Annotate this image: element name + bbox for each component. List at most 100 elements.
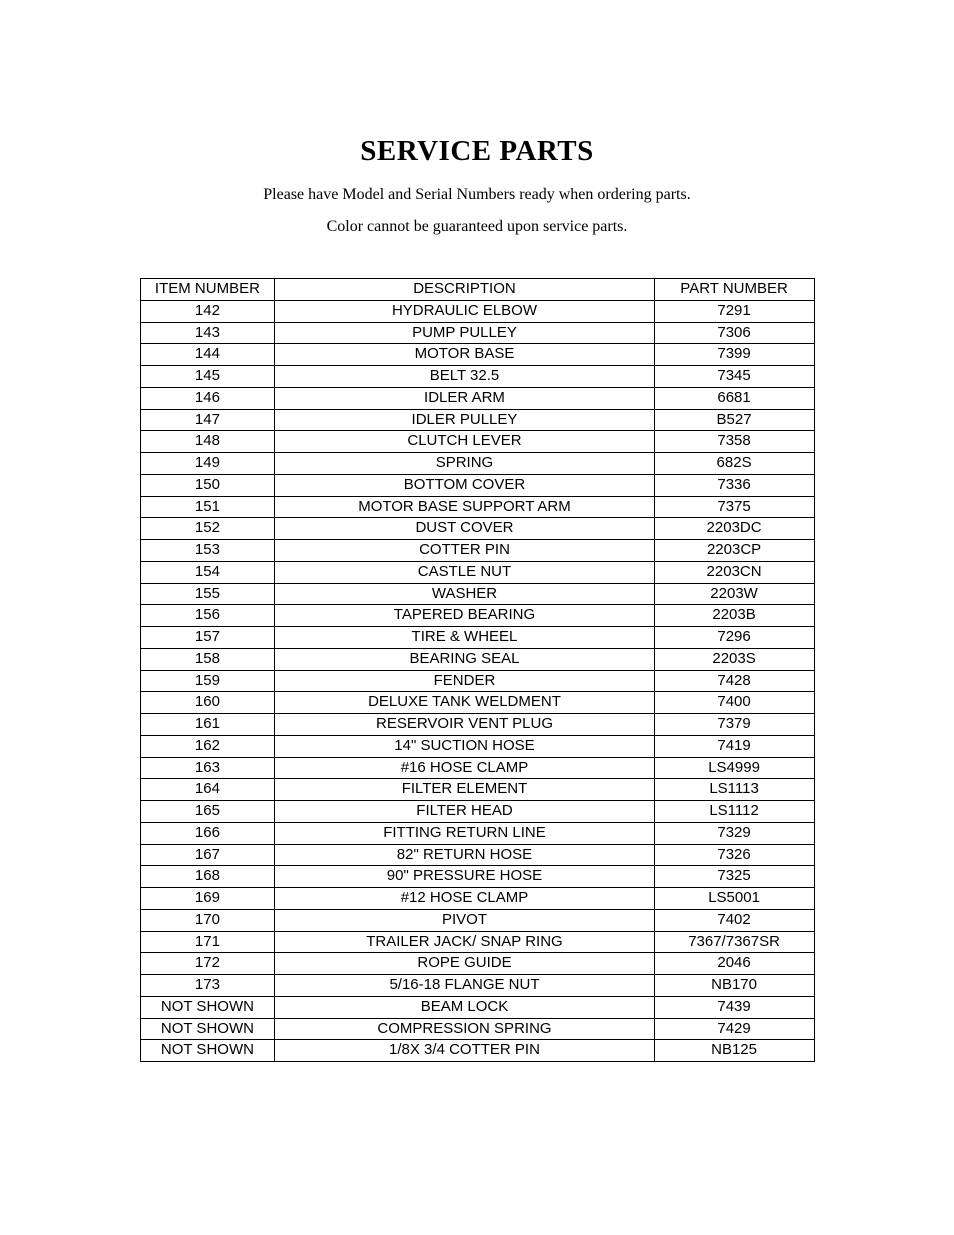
cell-description: BOTTOM COVER — [275, 474, 654, 496]
table-row: 147IDLER PULLEYB527 — [140, 409, 814, 431]
table-row: 16214" SUCTION HOSE7419 — [140, 735, 814, 757]
table-row: 142HYDRAULIC ELBOW7291 — [140, 300, 814, 322]
cell-item-number: 168 — [140, 866, 275, 888]
cell-item-number: 149 — [140, 453, 275, 475]
cell-item-number: 167 — [140, 844, 275, 866]
cell-item-number: 156 — [140, 605, 275, 627]
table-row: 16890" PRESSURE HOSE7325 — [140, 866, 814, 888]
cell-part-number: 2203S — [654, 648, 814, 670]
col-item-number: ITEM NUMBER — [140, 279, 275, 301]
parts-table-wrap: ITEM NUMBER DESCRIPTION PART NUMBER 142H… — [140, 278, 815, 1062]
table-header-row: ITEM NUMBER DESCRIPTION PART NUMBER — [140, 279, 814, 301]
cell-part-number: 2203W — [654, 583, 814, 605]
table-row: 160DELUXE TANK WELDMENT7400 — [140, 692, 814, 714]
cell-description: BELT 32.5 — [275, 366, 654, 388]
cell-part-number: 7358 — [654, 431, 814, 453]
table-row: 158BEARING SEAL2203S — [140, 648, 814, 670]
cell-item-number: 146 — [140, 387, 275, 409]
service-parts-page: SERVICE PARTS Please have Model and Seri… — [0, 0, 954, 1062]
cell-part-number: LS4999 — [654, 757, 814, 779]
table-row: 169#12 HOSE CLAMPLS5001 — [140, 888, 814, 910]
cell-description: SPRING — [275, 453, 654, 475]
cell-item-number: 160 — [140, 692, 275, 714]
cell-description: IDLER PULLEY — [275, 409, 654, 431]
cell-item-number: 148 — [140, 431, 275, 453]
cell-description: TIRE & WHEEL — [275, 627, 654, 649]
cell-description: 14" SUCTION HOSE — [275, 735, 654, 757]
cell-description: FITTING RETURN LINE — [275, 822, 654, 844]
cell-part-number: 7402 — [654, 909, 814, 931]
cell-description: MOTOR BASE — [275, 344, 654, 366]
cell-description: PIVOT — [275, 909, 654, 931]
table-row: 164FILTER ELEMENTLS1113 — [140, 779, 814, 801]
cell-part-number: 7336 — [654, 474, 814, 496]
cell-item-number: 147 — [140, 409, 275, 431]
cell-part-number: LS1112 — [654, 801, 814, 823]
cell-part-number: 7326 — [654, 844, 814, 866]
table-row: 163#16 HOSE CLAMPLS4999 — [140, 757, 814, 779]
cell-part-number: 2203B — [654, 605, 814, 627]
cell-item-number: 169 — [140, 888, 275, 910]
cell-item-number: 152 — [140, 518, 275, 540]
subtitle-line-2: Color cannot be guaranteed upon service … — [0, 218, 954, 236]
cell-item-number: 153 — [140, 540, 275, 562]
cell-part-number: 7429 — [654, 1018, 814, 1040]
table-row: 153COTTER PIN2203CP — [140, 540, 814, 562]
cell-item-number: 151 — [140, 496, 275, 518]
table-body: 142HYDRAULIC ELBOW7291143PUMP PULLEY7306… — [140, 300, 814, 1061]
cell-part-number: 7345 — [654, 366, 814, 388]
cell-item-number: 172 — [140, 953, 275, 975]
cell-part-number: 7375 — [654, 496, 814, 518]
cell-description: #16 HOSE CLAMP — [275, 757, 654, 779]
cell-description: MOTOR BASE SUPPORT ARM — [275, 496, 654, 518]
cell-description: FILTER ELEMENT — [275, 779, 654, 801]
cell-part-number: LS1113 — [654, 779, 814, 801]
cell-item-number: 159 — [140, 670, 275, 692]
cell-part-number: 7400 — [654, 692, 814, 714]
cell-item-number: NOT SHOWN — [140, 1018, 275, 1040]
cell-description: TAPERED BEARING — [275, 605, 654, 627]
table-row: 156TAPERED BEARING2203B — [140, 605, 814, 627]
cell-item-number: 143 — [140, 322, 275, 344]
table-row: 151MOTOR BASE SUPPORT ARM7375 — [140, 496, 814, 518]
cell-item-number: 145 — [140, 366, 275, 388]
cell-item-number: NOT SHOWN — [140, 996, 275, 1018]
cell-part-number: 7379 — [654, 714, 814, 736]
cell-description: DELUXE TANK WELDMENT — [275, 692, 654, 714]
table-row: 166FITTING RETURN LINE7329 — [140, 822, 814, 844]
cell-part-number: NB170 — [654, 975, 814, 997]
cell-part-number: NB125 — [654, 1040, 814, 1062]
table-row: 154CASTLE NUT2203CN — [140, 561, 814, 583]
table-row: 1735/16-18 FLANGE NUTNB170 — [140, 975, 814, 997]
table-row: 170PIVOT7402 — [140, 909, 814, 931]
cell-part-number: 7325 — [654, 866, 814, 888]
table-row: 157TIRE & WHEEL7296 — [140, 627, 814, 649]
cell-part-number: 7367/7367SR — [654, 931, 814, 953]
cell-part-number: 6681 — [654, 387, 814, 409]
cell-description: 1/8X 3/4 COTTER PIN — [275, 1040, 654, 1062]
cell-description: IDLER ARM — [275, 387, 654, 409]
cell-part-number: 682S — [654, 453, 814, 475]
cell-description: RESERVOIR VENT PLUG — [275, 714, 654, 736]
cell-description: CASTLE NUT — [275, 561, 654, 583]
cell-item-number: 162 — [140, 735, 275, 757]
cell-description: 90" PRESSURE HOSE — [275, 866, 654, 888]
cell-part-number: 2203DC — [654, 518, 814, 540]
col-part-number: PART NUMBER — [654, 279, 814, 301]
cell-description: DUST COVER — [275, 518, 654, 540]
table-row: 165FILTER HEADLS1112 — [140, 801, 814, 823]
table-row: 144MOTOR BASE7399 — [140, 344, 814, 366]
cell-part-number: 7399 — [654, 344, 814, 366]
page-title: SERVICE PARTS — [0, 135, 954, 168]
table-row: 146IDLER ARM6681 — [140, 387, 814, 409]
cell-description: PUMP PULLEY — [275, 322, 654, 344]
cell-description: COMPRESSION SPRING — [275, 1018, 654, 1040]
cell-item-number: 154 — [140, 561, 275, 583]
cell-item-number: 150 — [140, 474, 275, 496]
cell-item-number: 161 — [140, 714, 275, 736]
cell-item-number: 165 — [140, 801, 275, 823]
cell-part-number: 7291 — [654, 300, 814, 322]
cell-item-number: 173 — [140, 975, 275, 997]
table-row: 150BOTTOM COVER7336 — [140, 474, 814, 496]
cell-description: COTTER PIN — [275, 540, 654, 562]
